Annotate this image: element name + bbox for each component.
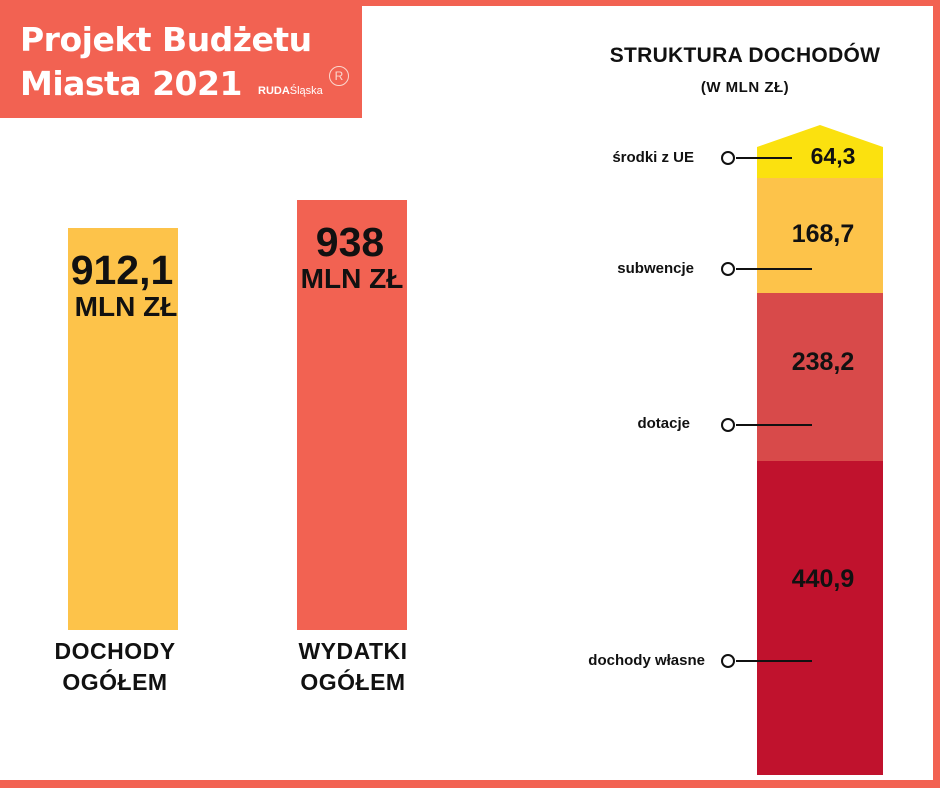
logo-mark-icon: R	[329, 66, 349, 86]
leader-line	[736, 660, 812, 662]
leader-line	[736, 424, 812, 426]
caption-wydatki: WYDATKI OGÓŁEM	[268, 636, 438, 698]
caption-dochody-line2: OGÓŁEM	[62, 669, 168, 695]
segment-value-srodki-z-ue: 64,3	[810, 143, 856, 169]
bar-value-wydatki: 938	[315, 219, 385, 265]
caption-dochody-line1: DOCHODY	[54, 638, 176, 664]
legend-label-srodki-z-ue: środki z UE	[612, 149, 694, 166]
legend-label-dotacje: dotacje	[637, 415, 690, 432]
caption-wydatki-line2: OGÓŁEM	[300, 669, 406, 695]
bar-unit-wydatki: MLN ZŁ	[300, 263, 404, 294]
leader-line	[736, 268, 812, 270]
segment-value-dotacje: 238,2	[791, 348, 855, 376]
header-banner: Projekt Budżetu Miasta 2021 R RUDAŚląska	[0, 0, 362, 118]
bar-unit-dochody: MLN ZŁ	[74, 291, 178, 322]
logo-bold: RUDA	[258, 85, 290, 97]
caption-dochody: DOCHODY OGÓŁEM	[30, 636, 200, 698]
legend-label-dochody-wlasne: dochody własne	[588, 652, 705, 669]
segment-dotacje	[757, 293, 883, 461]
leader-dot-icon	[721, 654, 735, 668]
page-title: Projekt Budżetu Miasta 2021	[20, 18, 312, 106]
title-line-2: Miasta 2021	[20, 64, 242, 103]
frame-border-right	[933, 0, 940, 788]
leader-dot-icon	[721, 418, 735, 432]
caption-wydatki-line1: WYDATKI	[298, 638, 408, 664]
structure-title: STRUKTURA DOCHODÓW	[609, 44, 881, 67]
frame-border-bottom	[0, 780, 940, 788]
logo-light: Śląska	[289, 85, 323, 97]
structure-subtitle: (W MLN ZŁ)	[700, 79, 790, 96]
legend-label-subwencje: subwencje	[617, 260, 694, 277]
ruda-slaska-logo: R RUDAŚląska	[258, 66, 353, 102]
leader-dot-icon	[721, 262, 735, 276]
segment-value-dochody-wlasne: 440,9	[791, 565, 855, 593]
frame-border-top	[362, 0, 940, 6]
bar-wydatki-ogolem	[297, 200, 407, 630]
segment-subwencje	[757, 178, 883, 293]
segment-dochody-wlasne	[757, 461, 883, 775]
leader-line	[736, 157, 792, 159]
segment-value-subwencje: 168,7	[791, 220, 855, 248]
title-line-1: Projekt Budżetu	[20, 20, 312, 59]
bar-value-dochody: 912,1	[70, 247, 174, 293]
bar-dochody-ogolem	[68, 228, 178, 630]
leader-dot-icon	[721, 151, 735, 165]
logo-text: RUDAŚląska	[258, 85, 323, 97]
segment-srodki-z-ue	[757, 125, 883, 178]
